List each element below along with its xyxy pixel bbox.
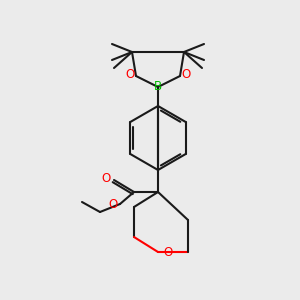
Text: B: B [154, 80, 162, 94]
Text: O: O [108, 197, 118, 211]
Text: O: O [125, 68, 135, 80]
Text: O: O [163, 245, 172, 259]
Text: O: O [101, 172, 111, 184]
Text: O: O [182, 68, 190, 80]
